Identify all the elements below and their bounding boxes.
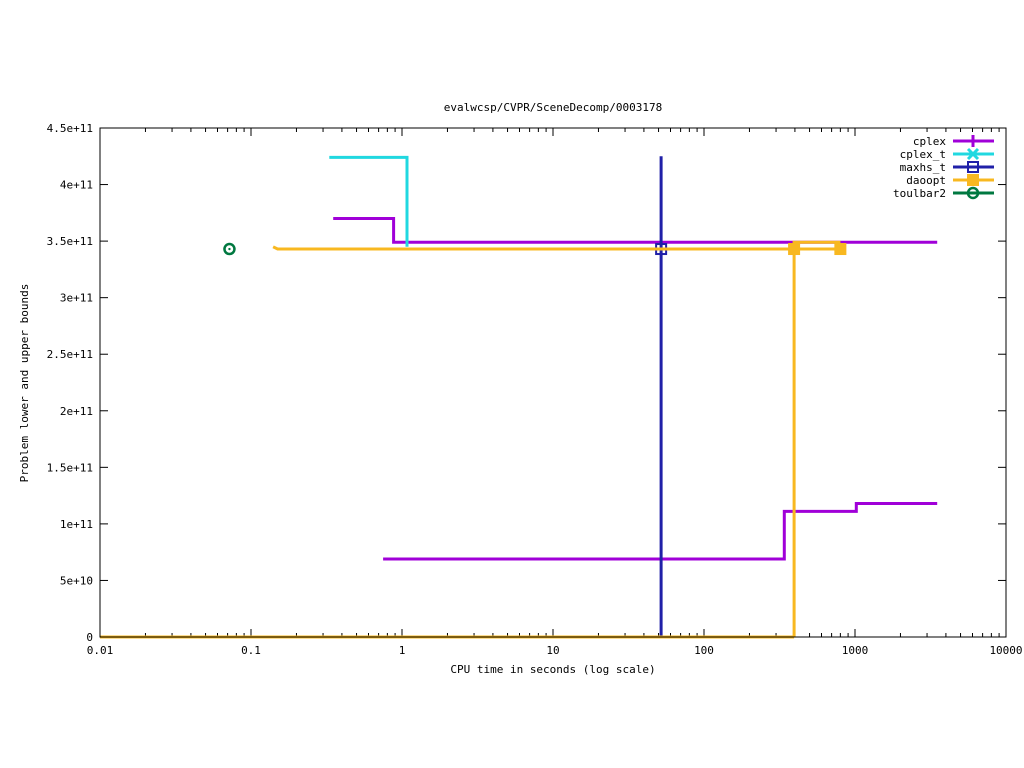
y-tick-label: 4.5e+11 <box>47 122 93 135</box>
y-tick-label: 2.5e+11 <box>47 348 93 361</box>
legend-marker-cplex_t <box>966 147 980 161</box>
legend-label-maxhs_t: maxhs_t <box>900 161 946 174</box>
y-tick-label: 3e+11 <box>60 292 93 305</box>
legend-marker-daoopt-shape <box>967 174 979 186</box>
series-cplex <box>333 217 938 561</box>
y-tick-label: 3.5e+11 <box>47 235 93 248</box>
y-tick-label: 2e+11 <box>60 405 93 418</box>
series-line-cplex_t <box>329 155 409 247</box>
data-point-daoopt-shape <box>834 243 847 256</box>
legend-marker-cplex <box>967 135 979 147</box>
data-point-toulbar2 <box>223 242 236 256</box>
y-tick-label: 1e+11 <box>60 518 93 531</box>
plot-frame <box>99 127 1007 638</box>
series-cplex_t <box>329 155 409 247</box>
y-tick-label: 1.5e+11 <box>47 461 93 474</box>
x-tick-label: 100 <box>694 644 714 657</box>
legend-marker-toulbar2-shape <box>966 186 980 200</box>
chart-title: evalwcsp/CVPR/SceneDecomp/0003178 <box>444 101 663 114</box>
plot-series <box>100 155 938 639</box>
data-point-daoopt <box>788 243 801 256</box>
legend-marker-daoopt <box>967 174 979 186</box>
y-tick-label: 4e+11 <box>60 179 93 192</box>
legend-marker-toulbar2 <box>966 186 980 200</box>
series-maxhs_t <box>655 156 668 637</box>
data-point-daoopt-shape <box>788 243 801 256</box>
legend-label-cplex: cplex <box>913 135 946 148</box>
axis-ticks: 0.01 0.1 1 10 100 1000 10000 0 5e+10 1e+11 1.5e+11… <box>47 122 1023 657</box>
series-daoopt <box>100 240 847 639</box>
x-tick-label: 10 <box>546 644 559 657</box>
series-line-daoopt <box>792 240 841 637</box>
legend-marker-maxhs_t-shape <box>967 161 979 173</box>
legend-marker-toulbar2-dot <box>971 191 975 195</box>
x-tick-label: 10000 <box>989 644 1022 657</box>
series-line-cplex <box>333 217 938 244</box>
legend-label-daoopt: daoopt <box>906 174 946 187</box>
y-axis-label: Problem lower and upper bounds <box>18 284 31 483</box>
legend-marker-maxhs_t <box>967 161 979 173</box>
legend-marker-cplex-shape <box>967 135 979 147</box>
series-line-daoopt <box>272 245 841 251</box>
x-tick-label: 1 <box>399 644 406 657</box>
x-tick-label: 1000 <box>842 644 869 657</box>
x-axis-label: CPU time in seconds (log scale) <box>450 663 655 676</box>
y-tick-label: 0 <box>86 631 93 644</box>
x-tick-label: 0.1 <box>241 644 261 657</box>
series-line-cplex <box>383 502 938 561</box>
legend-label-cplex_t: cplex_t <box>900 148 946 161</box>
legend-label-toulbar2: toulbar2 <box>893 187 946 200</box>
x-tick-label: 0.01 <box>87 644 114 657</box>
y-tick-label: 5e+10 <box>60 574 93 587</box>
legend-marker-cplex_t-shape <box>966 147 980 161</box>
series-toulbar2 <box>223 242 236 256</box>
data-point-daoopt <box>834 243 847 256</box>
data-point-toulbar2-dot <box>228 247 231 251</box>
data-point-toulbar2-shape <box>223 242 236 256</box>
